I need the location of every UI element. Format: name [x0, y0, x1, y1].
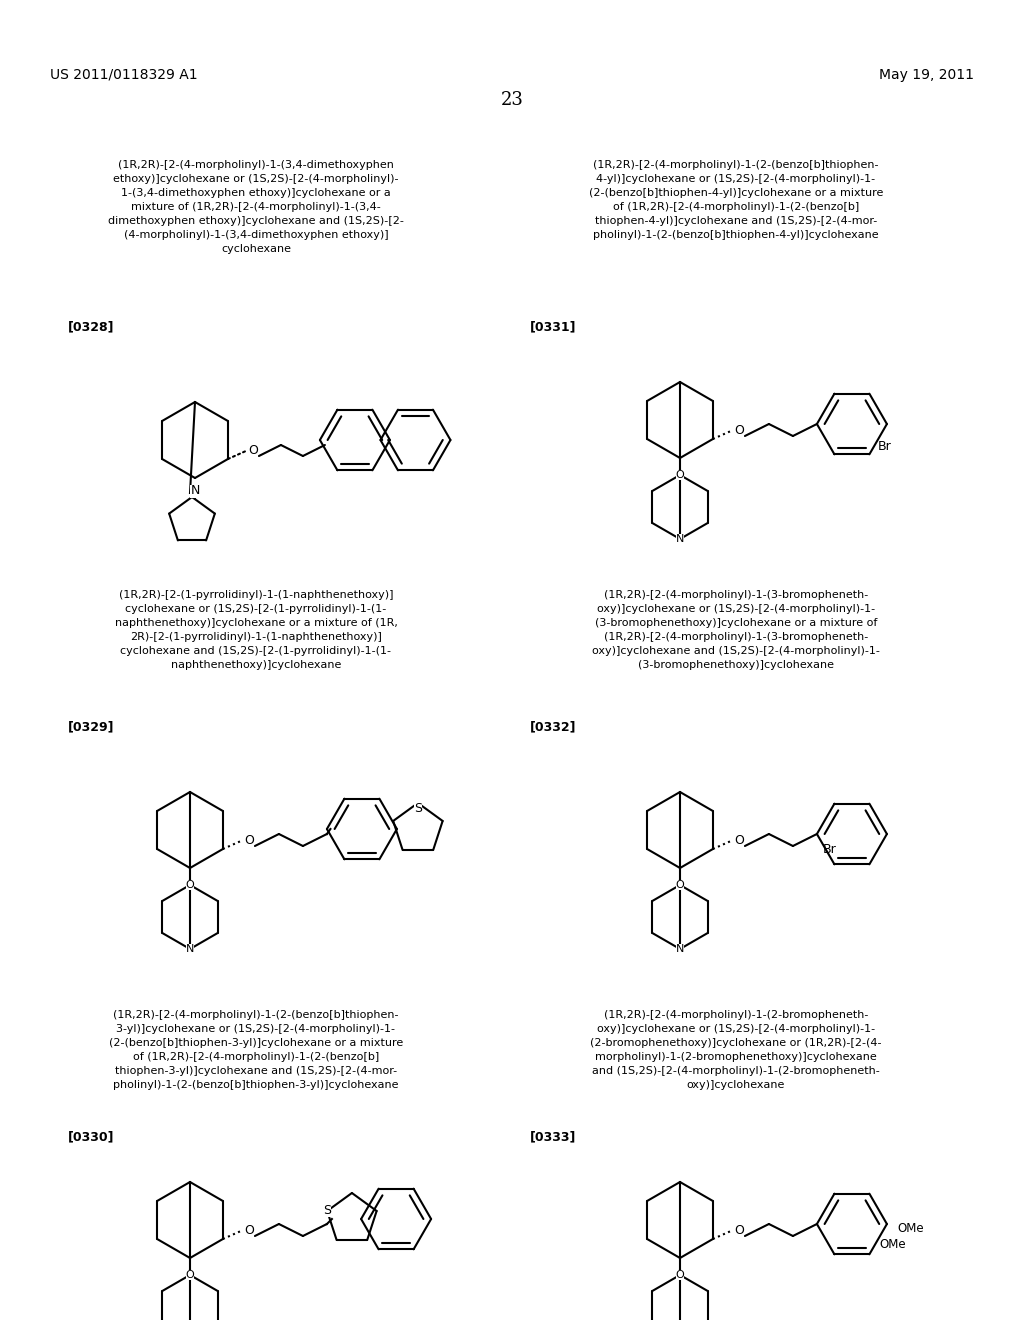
Text: [0331]: [0331]: [530, 319, 577, 333]
Text: O: O: [734, 834, 743, 847]
Text: O: O: [676, 470, 684, 480]
Text: 23: 23: [501, 91, 523, 110]
Text: O: O: [734, 425, 743, 437]
Text: O: O: [244, 834, 254, 847]
Text: (1R,2R)-[2-(4-morpholinyl)-1-(2-(benzo[b]thiophen-
3-yl)]cyclohexane or (1S,2S)-: (1R,2R)-[2-(4-morpholinyl)-1-(2-(benzo[b…: [109, 1010, 403, 1090]
Text: O: O: [185, 880, 195, 890]
Text: N: N: [190, 484, 200, 498]
Text: O: O: [244, 1225, 254, 1238]
Text: [0333]: [0333]: [530, 1130, 577, 1143]
Text: [0330]: [0330]: [68, 1130, 115, 1143]
Text: (1R,2R)-[2-(4-morpholinyl)-1-(3,4-dimethoxyphen
ethoxy)]cyclohexane or (1S,2S)-[: (1R,2R)-[2-(4-morpholinyl)-1-(3,4-dimeth…: [109, 160, 403, 253]
Text: Br: Br: [822, 843, 837, 857]
Text: OMe: OMe: [880, 1238, 906, 1251]
Text: O: O: [676, 1270, 684, 1280]
Text: S: S: [414, 801, 422, 814]
Text: N: N: [676, 535, 684, 544]
Text: OMe: OMe: [897, 1222, 924, 1236]
Text: O: O: [676, 880, 684, 890]
Text: [0332]: [0332]: [530, 719, 577, 733]
Text: (1R,2R)-[2-(4-morpholinyl)-1-(2-bromopheneth-
oxy)]cyclohexane or (1S,2S)-[2-(4-: (1R,2R)-[2-(4-morpholinyl)-1-(2-bromophe…: [590, 1010, 882, 1090]
Text: (1R,2R)-[2-(4-morpholinyl)-1-(2-(benzo[b]thiophen-
4-yl)]cyclohexane or (1S,2S)-: (1R,2R)-[2-(4-morpholinyl)-1-(2-(benzo[b…: [589, 160, 883, 240]
Text: May 19, 2011: May 19, 2011: [879, 69, 974, 82]
Text: N: N: [676, 944, 684, 954]
Text: N: N: [185, 944, 195, 954]
Text: S: S: [324, 1204, 331, 1217]
Text: O: O: [734, 1225, 743, 1238]
Text: [0328]: [0328]: [68, 319, 115, 333]
Text: O: O: [185, 1270, 195, 1280]
Text: (1R,2R)-[2-(4-morpholinyl)-1-(3-bromopheneth-
oxy)]cyclohexane or (1S,2S)-[2-(4-: (1R,2R)-[2-(4-morpholinyl)-1-(3-bromophe…: [592, 590, 880, 671]
Text: (1R,2R)-[2-(1-pyrrolidinyl)-1-(1-naphthenethoxy)]
cyclohexane or (1S,2S)-[2-(1-p: (1R,2R)-[2-(1-pyrrolidinyl)-1-(1-naphthe…: [115, 590, 397, 671]
Text: [0329]: [0329]: [68, 719, 115, 733]
Text: O: O: [248, 445, 258, 458]
Text: US 2011/0118329 A1: US 2011/0118329 A1: [50, 69, 198, 82]
Text: Br: Br: [878, 440, 891, 453]
